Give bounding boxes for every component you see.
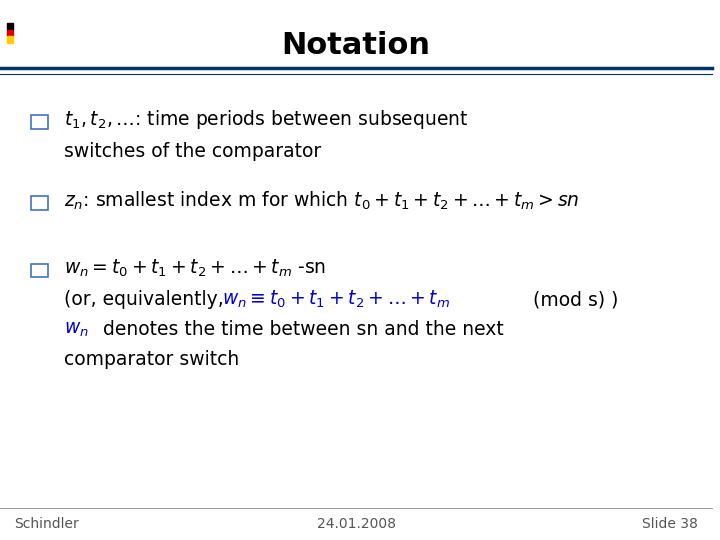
Bar [7,30,13,36]
Text: $z_n$: smallest index m for which $t_0+t_1+t_2+\ldots+t_m>sn$: $z_n$: smallest index m for which $t_0+t… [64,190,580,212]
Text: Schindler: Schindler [14,517,79,531]
Text: Notation: Notation [282,31,431,60]
Text: (or, equivalently,: (or, equivalently, [64,290,230,309]
Text: $w_n \equiv t_0+t_1+t_2+\ldots+t_m$: $w_n \equiv t_0+t_1+t_2+\ldots+t_m$ [222,289,449,310]
Text: Slide 38: Slide 38 [642,517,698,531]
Bar [7,36,13,43]
Bar [7,23,13,30]
FancyBboxPatch shape [31,115,48,129]
Text: $w_n = t_0+t_1+t_2+\ldots+t_m$ -sn: $w_n = t_0+t_1+t_2+\ldots+t_m$ -sn [64,258,326,279]
Text: switches of the comparator: switches of the comparator [64,141,321,161]
Text: denotes the time between sn and the next: denotes the time between sn and the next [97,320,503,339]
Text: $t_1, t_2, \ldots$: time periods between subsequent: $t_1, t_2, \ldots$: time periods between… [64,109,469,131]
Text: (mod s) ): (mod s) ) [527,290,618,309]
Text: comparator switch: comparator switch [64,349,239,369]
FancyBboxPatch shape [31,196,48,210]
Text: $w_n$: $w_n$ [64,320,89,339]
FancyBboxPatch shape [31,264,48,277]
Text: 24.01.2008: 24.01.2008 [317,517,396,531]
